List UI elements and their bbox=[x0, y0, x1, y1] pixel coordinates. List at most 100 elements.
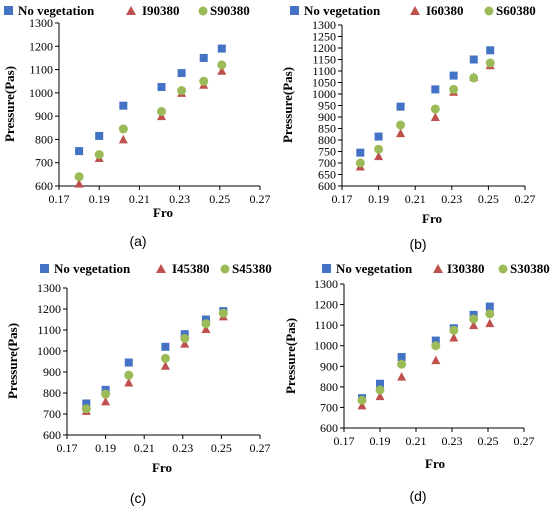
x-tick-label-b-4: 0.25 bbox=[478, 192, 499, 206]
point-a-0-1 bbox=[95, 131, 104, 140]
legend-d: No vegetation I30380 S30380 bbox=[322, 261, 550, 276]
point-d-1-4 bbox=[449, 332, 459, 342]
caption-a: (a) bbox=[129, 233, 146, 249]
y-tick-label-c-1: 700 bbox=[43, 407, 61, 421]
x-tick-label-d-1: 0.19 bbox=[370, 434, 391, 448]
point-c-2-4 bbox=[180, 333, 190, 343]
point-a-2-5 bbox=[199, 76, 209, 86]
x-tick-label-c-5: 0.27 bbox=[250, 441, 271, 455]
point-c-0-3 bbox=[161, 342, 170, 351]
x-tick-label-b-2: 0.21 bbox=[405, 192, 426, 206]
panel-a: No vegetation I90380 S90380 600 700 800 900… bbox=[2, 3, 271, 249]
point-a-0-3 bbox=[157, 83, 166, 92]
point-a-2-6 bbox=[217, 60, 227, 70]
y-tick-label-d-0: 600 bbox=[320, 421, 338, 435]
point-b-0-6 bbox=[486, 46, 495, 55]
x-tick-label-a-5: 0.27 bbox=[250, 192, 271, 206]
legend-marker-b-1 bbox=[410, 6, 420, 15]
x-tick-label-d-0: 0.17 bbox=[334, 434, 355, 448]
legend-label-a-2: S90380 bbox=[210, 3, 250, 18]
legend-marker-c-0 bbox=[40, 264, 49, 273]
point-a-2-3 bbox=[157, 106, 167, 116]
y-tick-label-a-4: 1000 bbox=[29, 86, 53, 100]
point-b-0-2 bbox=[396, 102, 405, 111]
y-ticks-d: 600 700 800 900 1000 1100 1200 1300 bbox=[314, 277, 344, 435]
x-tick-label-b-0: 0.17 bbox=[332, 192, 353, 206]
y-tick-label-c-7: 1300 bbox=[37, 281, 61, 295]
y-axis-title-c: Pressure(Pas) bbox=[5, 323, 20, 399]
x-axis-title-d: Fro bbox=[425, 456, 445, 471]
y-tick-label-a-5: 1100 bbox=[29, 63, 53, 77]
legend-marker-a-1 bbox=[126, 6, 136, 15]
y-axis-title-d: Pressure(Pas) bbox=[283, 318, 298, 394]
x-tick-label-d-4: 0.25 bbox=[478, 434, 499, 448]
legend-marker-d-1 bbox=[433, 264, 443, 273]
point-d-2-2 bbox=[397, 359, 407, 369]
y-tick-label-d-4: 1000 bbox=[314, 339, 338, 353]
point-d-0-1 bbox=[376, 379, 384, 388]
point-a-0-2 bbox=[119, 101, 128, 110]
y-tick-label-a-1: 700 bbox=[35, 156, 53, 170]
x-ticks-c: 0.17 0.19 0.21 0.23 0.25 0.27 bbox=[57, 435, 271, 455]
y-tick-label-b-8: 1000 bbox=[312, 87, 336, 101]
point-b-2-5 bbox=[469, 73, 479, 83]
legend-marker-c-1 bbox=[156, 264, 166, 273]
y-tick-label-b-5: 850 bbox=[318, 122, 336, 136]
point-c-1-2 bbox=[124, 378, 134, 387]
y-tick-label-b-9: 1050 bbox=[312, 76, 336, 90]
point-a-0-6 bbox=[217, 44, 226, 53]
point-c-1-1 bbox=[101, 396, 111, 406]
point-b-0-4 bbox=[449, 71, 458, 80]
y-tick-label-a-6: 1200 bbox=[29, 39, 53, 53]
y-tick-label-b-7: 950 bbox=[318, 99, 336, 113]
y-tick-label-c-6: 1200 bbox=[37, 302, 61, 316]
x-tick-label-b-5: 0.27 bbox=[515, 192, 536, 206]
legend-marker-c-2 bbox=[220, 264, 230, 274]
point-d-1-5 bbox=[469, 320, 479, 330]
x-tick-label-c-2: 0.21 bbox=[134, 441, 155, 455]
x-tick-label-a-4: 0.25 bbox=[209, 192, 230, 206]
point-d-0-2 bbox=[397, 353, 406, 362]
point-c-2-6 bbox=[218, 308, 228, 318]
y-tick-label-d-5: 1100 bbox=[314, 318, 338, 332]
point-b-0-0 bbox=[356, 148, 365, 157]
panel-b: No vegetation I60380 S60380 600650700750… bbox=[280, 3, 536, 252]
point-d-2-3 bbox=[431, 341, 441, 351]
y-tick-label-a-3: 900 bbox=[35, 109, 53, 123]
x-tick-label-c-3: 0.23 bbox=[172, 441, 193, 455]
caption-c: (c) bbox=[130, 490, 146, 506]
y-ticks-a: 600 700 800 900 1000 1100 1200 1300 bbox=[29, 16, 59, 193]
legend-label-b-1: I60380 bbox=[426, 3, 464, 18]
x-tick-label-a-2: 0.21 bbox=[129, 192, 150, 206]
point-c-2-2 bbox=[124, 370, 134, 380]
legend-label-a-0: No vegetation bbox=[18, 3, 95, 18]
point-a-0-4 bbox=[177, 69, 186, 78]
y-ticks-b: 6006507007508008509009501000105011001150… bbox=[312, 18, 342, 193]
x-ticks-d: 0.17 0.19 0.21 0.23 0.25 0.27 bbox=[334, 428, 535, 448]
point-b-2-1 bbox=[374, 144, 384, 154]
x-ticks-b: 0.17 0.19 0.21 0.23 0.25 0.27 bbox=[332, 186, 536, 206]
point-b-0-1 bbox=[374, 132, 383, 141]
legend-marker-d-0 bbox=[322, 264, 331, 273]
point-b-1-1 bbox=[374, 151, 384, 161]
points-a bbox=[74, 44, 227, 188]
y-tick-label-b-3: 750 bbox=[318, 145, 336, 159]
point-a-2-2 bbox=[118, 124, 128, 134]
point-d-2-4 bbox=[449, 325, 459, 335]
x-ticks-a: 0.17 0.19 0.21 0.23 0.25 0.27 bbox=[49, 186, 271, 206]
point-d-1-6 bbox=[485, 318, 495, 328]
y-tick-label-b-0: 600 bbox=[318, 179, 336, 193]
panel-d: No vegetation I30380 S30380 600 700 800 900… bbox=[283, 261, 550, 504]
point-b-0-3 bbox=[431, 85, 440, 94]
point-d-1-2 bbox=[397, 372, 407, 381]
legend-marker-a-0 bbox=[4, 6, 13, 15]
point-a-2-1 bbox=[94, 150, 104, 160]
x-tick-label-a-3: 0.23 bbox=[169, 192, 190, 206]
point-c-0-2 bbox=[124, 358, 133, 367]
y-tick-label-c-5: 1100 bbox=[37, 323, 61, 337]
point-d-2-5 bbox=[469, 314, 479, 324]
y-tick-label-a-2: 800 bbox=[35, 132, 53, 146]
point-d-2-1 bbox=[375, 385, 385, 395]
points-b bbox=[355, 46, 495, 171]
legend-marker-b-2 bbox=[484, 6, 494, 16]
